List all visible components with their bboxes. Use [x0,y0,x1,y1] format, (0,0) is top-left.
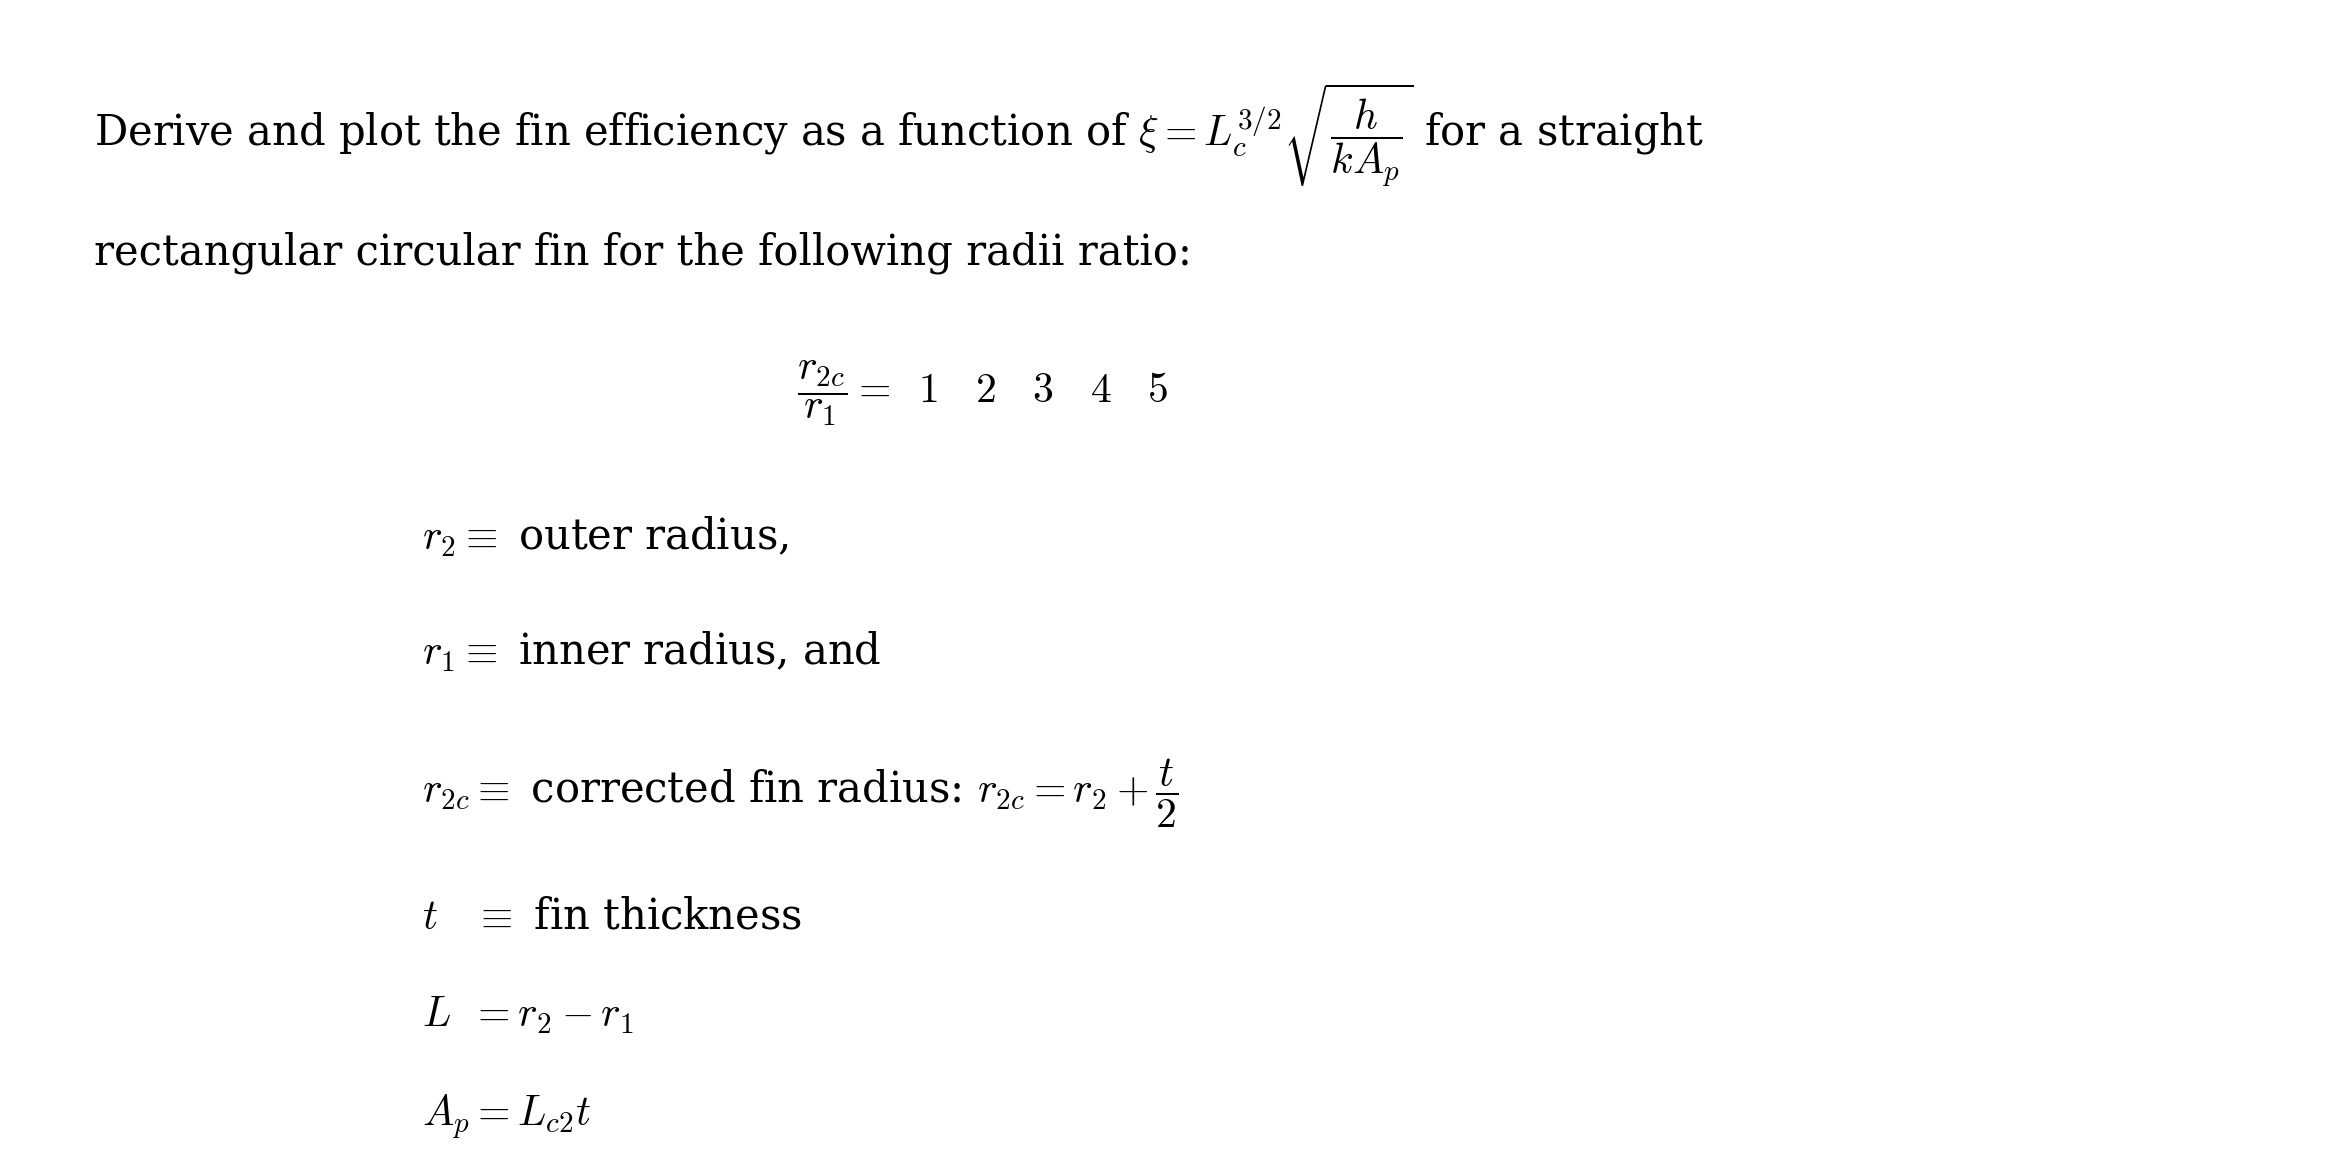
Text: $r_1 \equiv$ inner radius, and: $r_1 \equiv$ inner radius, and [422,630,881,674]
Text: $\dfrac{r_{2c}}{r_1} = \;\; 1 \quad 2 \quad 3 \quad 4 \quad 5$: $\dfrac{r_{2c}}{r_1} = \;\; 1 \quad 2 \q… [797,358,1170,428]
Text: $L \;\; = r_2 - r_1$: $L \;\; = r_2 - r_1$ [422,994,633,1036]
Text: $A_p = L_{c2}t$: $A_p = L_{c2}t$ [422,1092,591,1141]
Text: $t \quad \equiv$ fin thickness: $t \quad \equiv$ fin thickness [422,896,802,938]
Text: Derive and plot the fin efficiency as a function of $\xi = L_c^{3/2}\sqrt{\dfrac: Derive and plot the fin efficiency as a … [94,81,1704,188]
Text: $r_2 \equiv$ outer radius,: $r_2 \equiv$ outer radius, [422,514,788,558]
Text: rectangular circular fin for the following radii ratio:: rectangular circular fin for the followi… [94,231,1191,274]
Text: $r_{2c} \equiv$ corrected fin radius: $r_{2c} = r_2 + \dfrac{t}{2}$: $r_{2c} \equiv$ corrected fin radius: $r… [422,757,1179,830]
